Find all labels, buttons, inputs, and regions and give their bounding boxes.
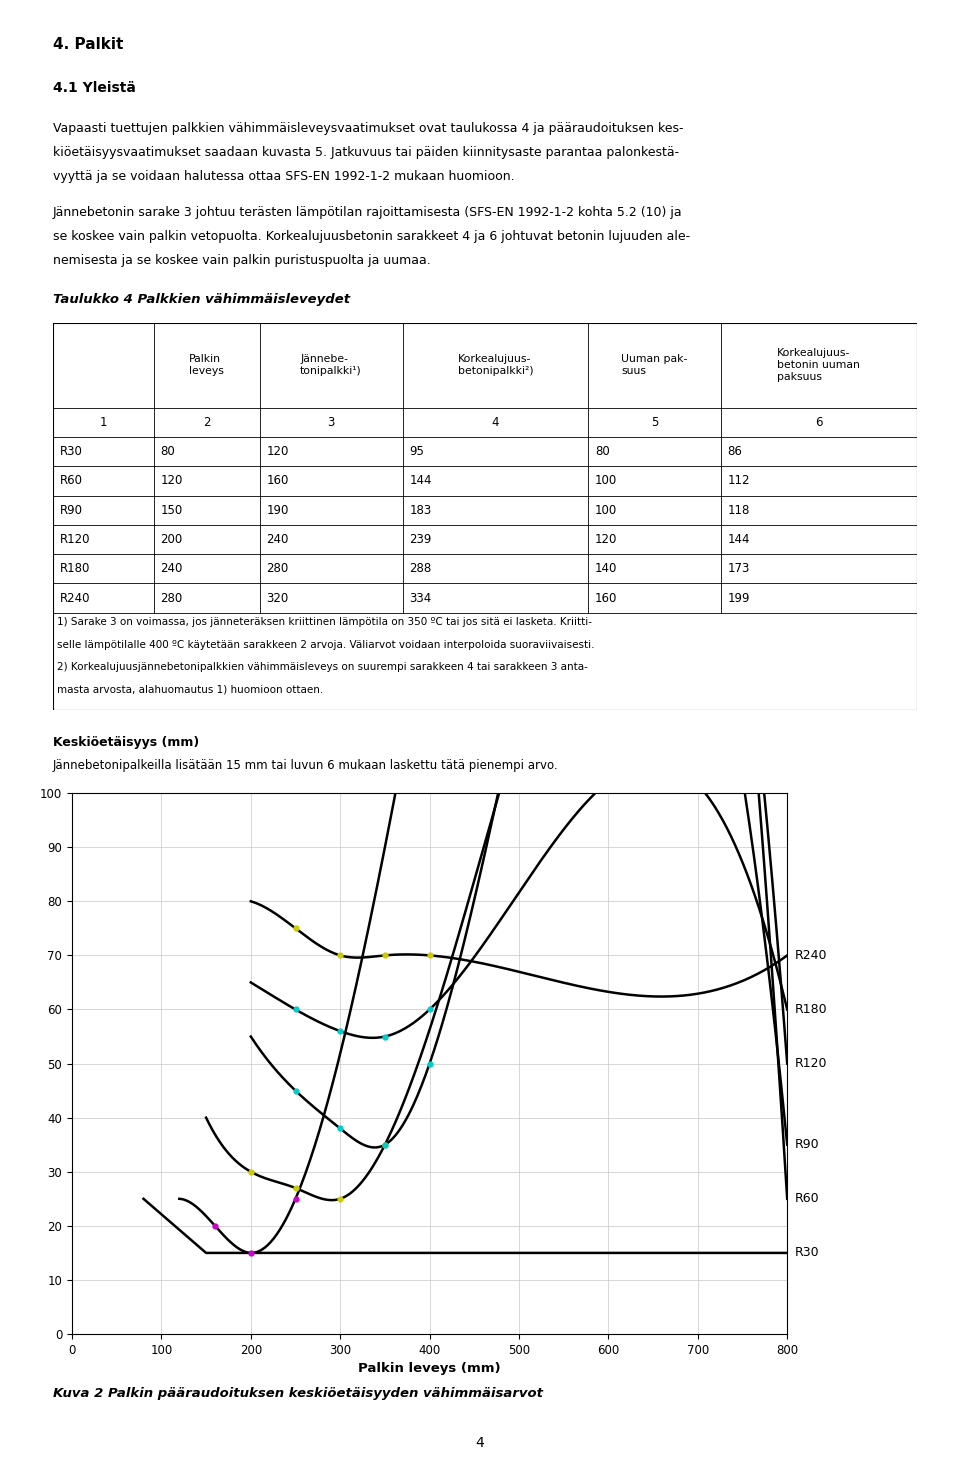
Text: 3: 3: [327, 416, 335, 428]
Text: 183: 183: [410, 504, 432, 516]
Text: 2) Korkealujuusjännebetonipalkkien vähimmäisleveys on suurempi sarakkeen 4 tai s: 2) Korkealujuusjännebetonipalkkien vähim…: [58, 663, 588, 671]
Text: 1: 1: [100, 416, 107, 428]
Text: 144: 144: [728, 534, 750, 545]
Text: R180: R180: [794, 1003, 827, 1016]
Text: se koskee vain palkin vetopuolta. Korkealujuusbetonin sarakkeet 4 ja 6 johtuvat : se koskee vain palkin vetopuolta. Korkea…: [53, 230, 690, 243]
Text: 1) Sarake 3 on voimassa, jos jänneteräksen kriittinen lämpötila on 350 ºC tai jo: 1) Sarake 3 on voimassa, jos jänneteräks…: [58, 617, 592, 627]
Text: R240: R240: [794, 949, 827, 962]
Text: selle lämpötilalle 400 ºC käytetään sarakkeen 2 arvoja. Väliarvot voidaan interp: selle lämpötilalle 400 ºC käytetään sara…: [58, 639, 594, 649]
Text: 320: 320: [267, 592, 289, 604]
Text: Jännebetonin sarake 3 johtuu terästen lämpötilan rajoittamisesta (SFS-EN 1992-1-: Jännebetonin sarake 3 johtuu terästen lä…: [53, 205, 683, 218]
Text: 4.1 Yleistä: 4.1 Yleistä: [53, 81, 135, 95]
Text: 280: 280: [160, 592, 182, 604]
Text: R120: R120: [794, 1057, 827, 1070]
Text: Jännebe-
tonipalkki¹): Jännebe- tonipalkki¹): [300, 353, 362, 377]
Text: 118: 118: [728, 504, 750, 516]
Text: Keskiöetäisyys (mm): Keskiöetäisyys (mm): [53, 736, 199, 749]
Text: R60: R60: [60, 475, 83, 487]
Text: kiöetäisyysvaatimukset saadaan kuvasta 5. Jatkuvuus tai päiden kiinnitysaste par: kiöetäisyysvaatimukset saadaan kuvasta 5…: [53, 145, 679, 158]
Text: Taulukko 4 Palkkien vähimmäisleveydet: Taulukko 4 Palkkien vähimmäisleveydet: [53, 293, 350, 306]
Text: R90: R90: [794, 1138, 819, 1151]
Text: 80: 80: [160, 446, 175, 457]
Text: 239: 239: [410, 534, 432, 545]
Text: 5: 5: [651, 416, 659, 428]
Text: 80: 80: [595, 446, 610, 457]
X-axis label: Palkin leveys (mm): Palkin leveys (mm): [358, 1362, 501, 1375]
Text: 4: 4: [475, 1435, 485, 1450]
Text: 95: 95: [410, 446, 424, 457]
Text: vyyttä ja se voidaan halutessa ottaa SFS-EN 1992-1-2 mukaan huomioon.: vyyttä ja se voidaan halutessa ottaa SFS…: [53, 170, 515, 183]
Text: masta arvosta, alahuomautus 1) huomioon ottaen.: masta arvosta, alahuomautus 1) huomioon …: [58, 685, 324, 695]
Text: 173: 173: [728, 563, 750, 575]
Text: 120: 120: [595, 534, 617, 545]
Text: Palkin
leveys: Palkin leveys: [189, 353, 224, 377]
Text: 6: 6: [815, 416, 823, 428]
Text: 140: 140: [595, 563, 617, 575]
Text: nemisesta ja se koskee vain palkin puristuspuolta ja uumaa.: nemisesta ja se koskee vain palkin puris…: [53, 254, 430, 267]
Text: Uuman pak-
suus: Uuman pak- suus: [621, 353, 687, 377]
Text: 112: 112: [728, 475, 750, 487]
Text: Korkealujuus-
betonin uuman
paksuus: Korkealujuus- betonin uuman paksuus: [778, 347, 860, 383]
Text: 160: 160: [595, 592, 617, 604]
Text: R180: R180: [60, 563, 90, 575]
Text: 288: 288: [410, 563, 432, 575]
Text: 86: 86: [728, 446, 742, 457]
Text: 240: 240: [160, 563, 182, 575]
Text: R60: R60: [794, 1192, 819, 1205]
Text: 240: 240: [267, 534, 289, 545]
Text: 100: 100: [595, 504, 617, 516]
Text: 190: 190: [267, 504, 289, 516]
Text: 150: 150: [160, 504, 182, 516]
Text: R120: R120: [60, 534, 90, 545]
Text: R30: R30: [794, 1246, 819, 1259]
Text: R240: R240: [60, 592, 90, 604]
Text: 144: 144: [410, 475, 432, 487]
Text: R30: R30: [60, 446, 83, 457]
Text: R90: R90: [60, 504, 83, 516]
Text: Vapaasti tuettujen palkkien vähimmäisleveysvaatimukset ovat taulukossa 4 ja päär: Vapaasti tuettujen palkkien vähimmäislev…: [53, 122, 684, 135]
Text: 160: 160: [267, 475, 289, 487]
Text: 4. Palkit: 4. Palkit: [53, 37, 123, 51]
Text: 334: 334: [410, 592, 432, 604]
Text: Kuva 2 Palkin pääraudoituksen keskiöetäisyyden vähimmäisarvot: Kuva 2 Palkin pääraudoituksen keskiöetäi…: [53, 1387, 542, 1400]
Text: 2: 2: [203, 416, 210, 428]
Text: Jännebetonipalkeilla lisätään 15 mm tai luvun 6 mukaan laskettu tätä pienempi ar: Jännebetonipalkeilla lisätään 15 mm tai …: [53, 759, 559, 773]
Text: 100: 100: [595, 475, 617, 487]
Text: Korkealujuus-
betonipalkki²): Korkealujuus- betonipalkki²): [458, 353, 533, 377]
Text: 120: 120: [160, 475, 182, 487]
Text: 4: 4: [492, 416, 499, 428]
Text: 280: 280: [267, 563, 289, 575]
Text: 120: 120: [267, 446, 289, 457]
Text: 200: 200: [160, 534, 182, 545]
Text: 199: 199: [728, 592, 750, 604]
